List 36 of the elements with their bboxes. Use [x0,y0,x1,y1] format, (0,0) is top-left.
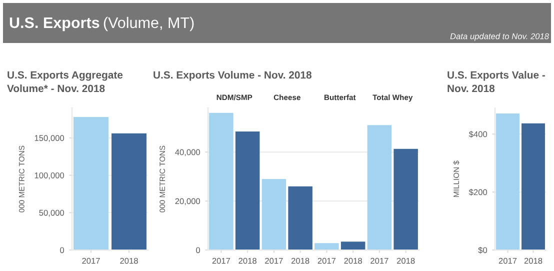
x-tick-label: 2018 [396,258,415,264]
bar [340,242,366,250]
y-tick-label: 150,000 [34,135,64,142]
y-tick-label: 20,000 [175,198,200,206]
x-tick-label: 2017 [82,258,100,264]
y-tick-label: $200 [468,188,488,196]
bar [262,179,286,250]
x-tick-label: 2017 [265,258,283,264]
x-tick-label: 2018 [238,258,256,264]
y-tick-label: 0 [60,247,64,254]
y-tick-label: 100,000 [34,172,64,180]
x-tick-label: 2018 [291,258,310,264]
text: U.S. Exports [10,17,100,32]
chart-title: U.S. Exports Volume - Nov. 2018 [154,71,312,81]
y-tick-label: $400 [468,130,488,138]
chart-title: U.S. Exports Value - Nov. 2018 [448,71,545,92]
y-tick-label: $0 [478,246,488,254]
x-tick-label: 2018 [344,258,362,264]
y-tick-label: 50,000 [39,210,64,217]
text: (Volume, MT) [104,16,194,32]
x-tick-label: 2017 [318,258,336,264]
x-tick-label: 2017 [212,258,230,264]
bar [394,148,418,250]
x-tick-label: 2017 [498,258,517,264]
x-tick-label: 2018 [524,258,542,264]
bar [367,125,392,250]
text: Data updated to Nov. 2018 [450,33,549,41]
x-tick-label: 2018 [120,258,138,264]
bar [288,186,312,250]
y-tick-label: 40,000 [175,149,200,156]
bar [314,243,339,250]
x-tick-label: 2017 [370,258,388,264]
chart-title: U.S. Exports Aggregate Volume* - Nov. 2018 [7,71,123,92]
bar [235,132,260,250]
y-tick-label: 0 [196,247,200,254]
bar [209,112,234,250]
